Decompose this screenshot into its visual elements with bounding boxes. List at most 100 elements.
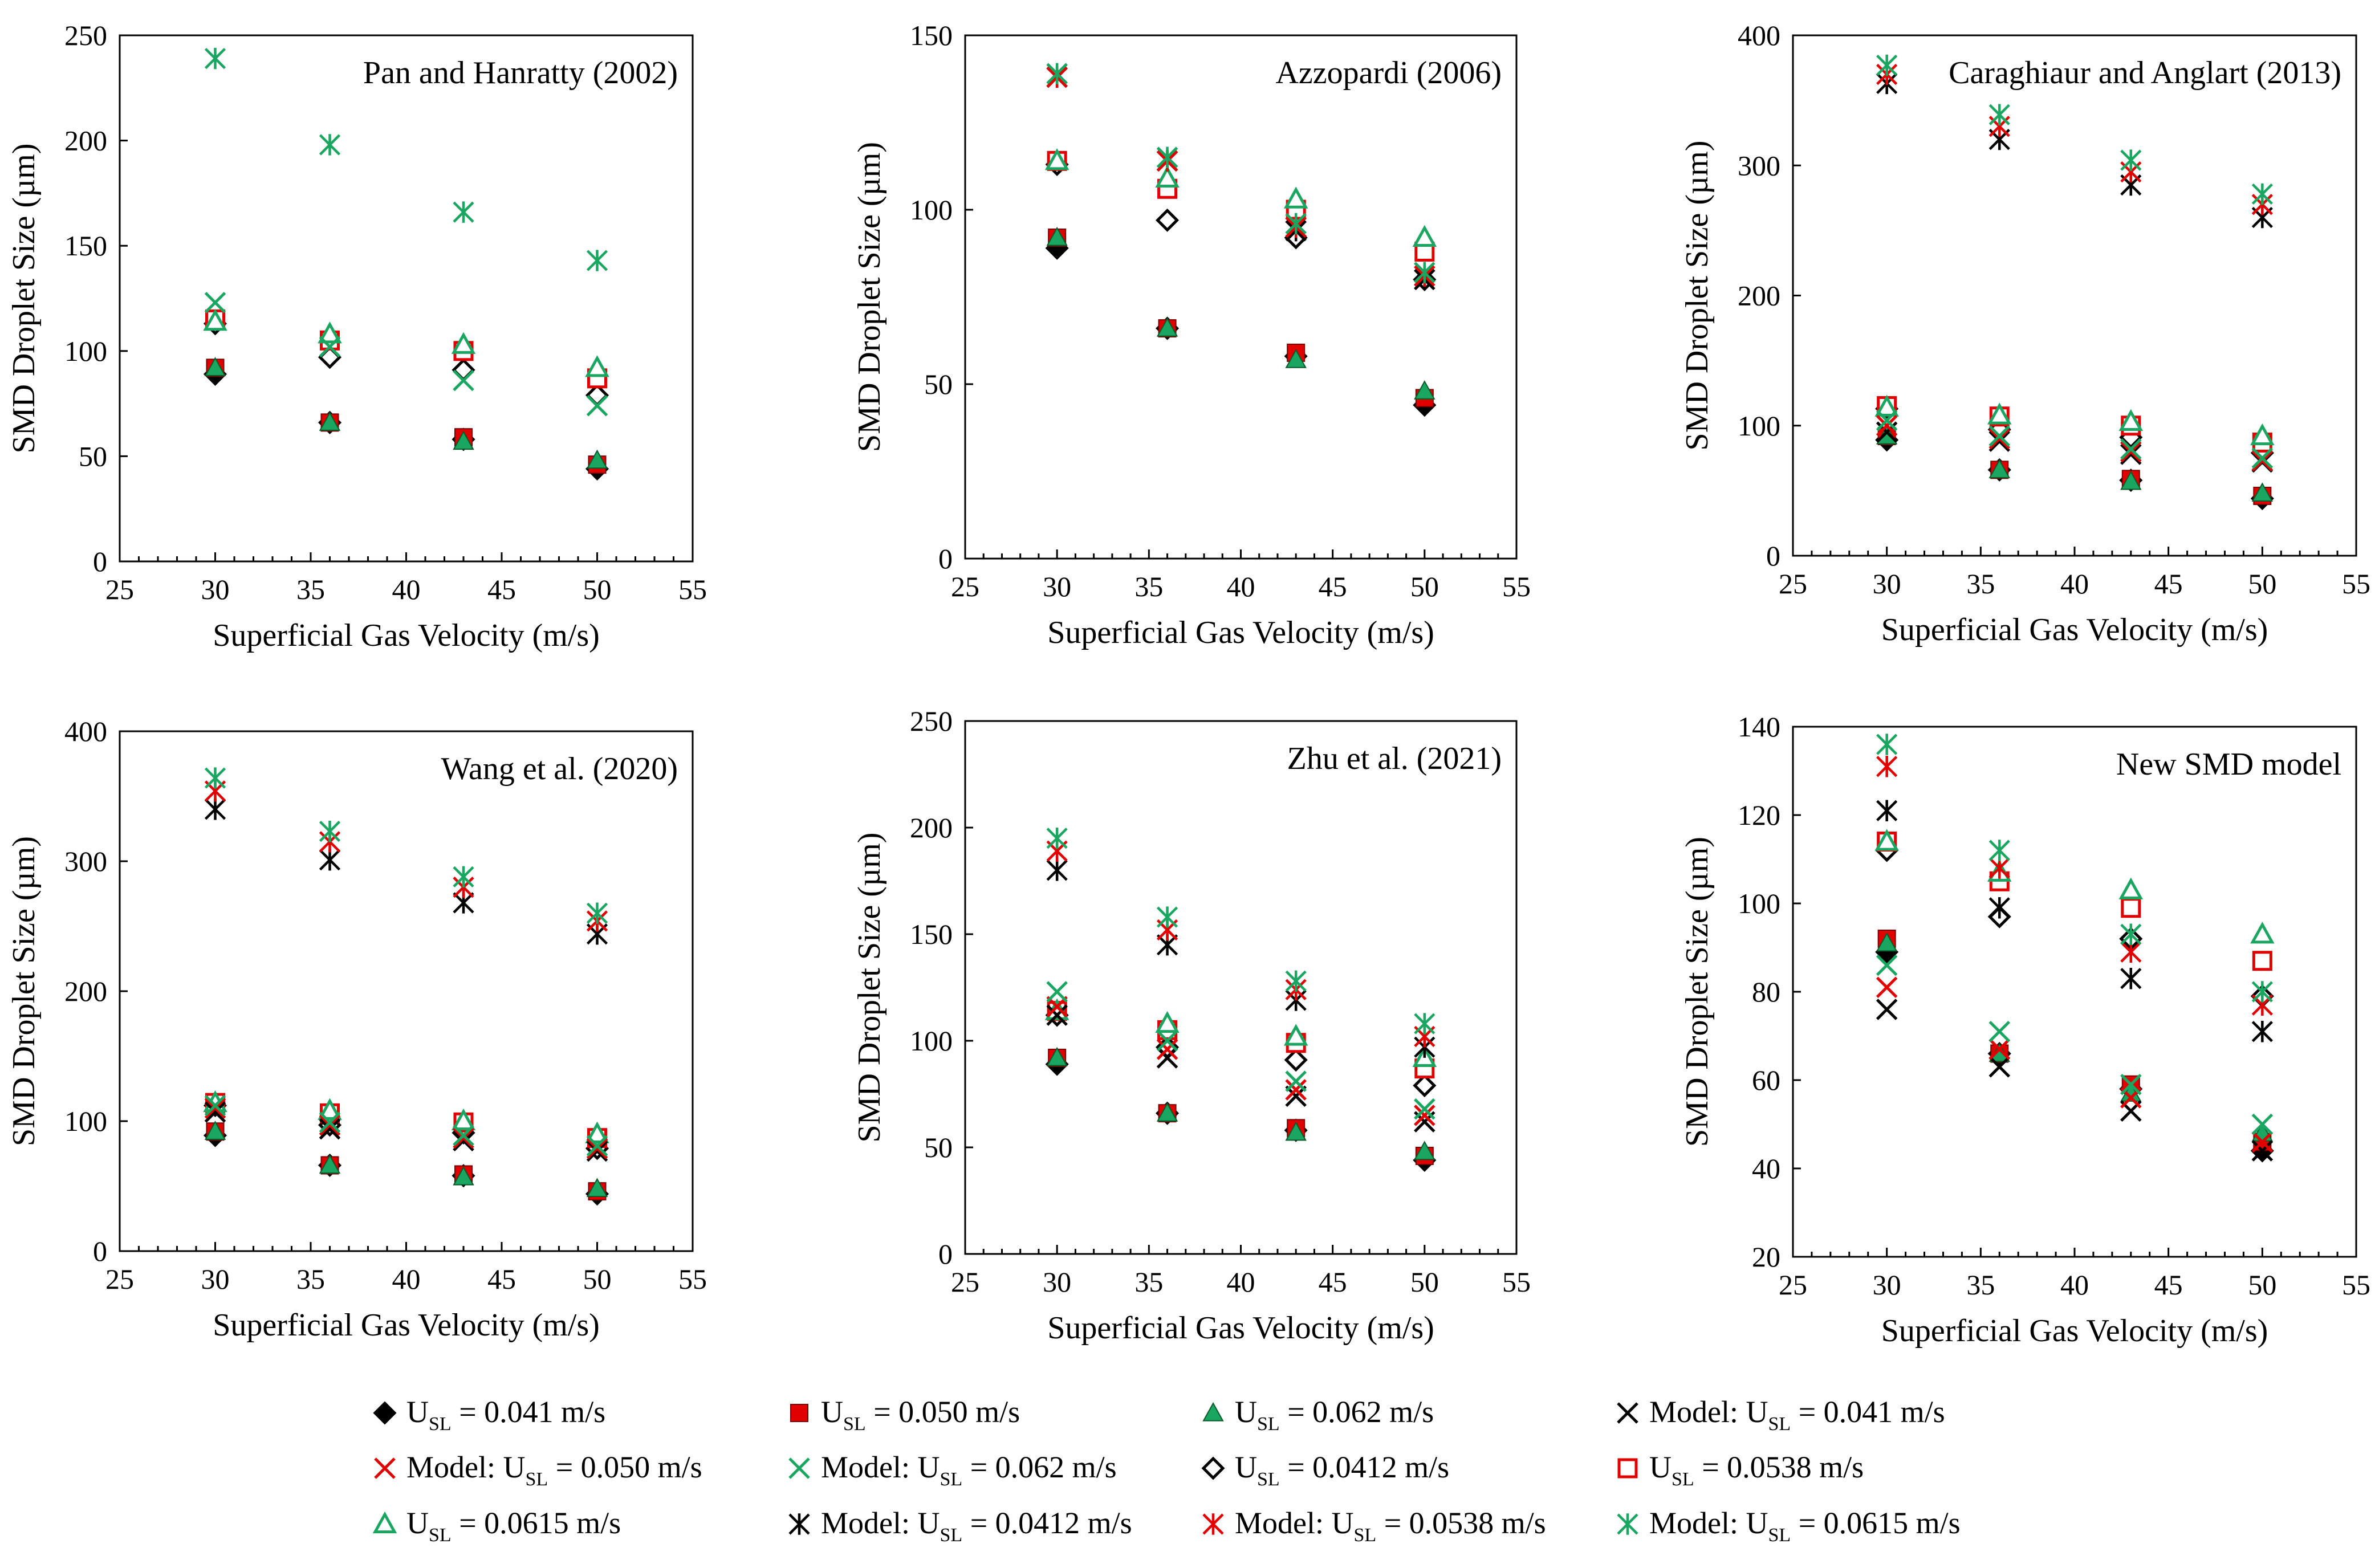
data-point-e0412 bbox=[452, 358, 475, 382]
data-point-m050 bbox=[2251, 1131, 2274, 1153]
data-point-m0615 bbox=[1156, 906, 1178, 928]
data-point-m050 bbox=[1285, 1079, 1307, 1101]
data-point-e062 bbox=[319, 1154, 341, 1174]
y-tick-label: 0 bbox=[938, 1238, 953, 1270]
data-point-m041 bbox=[319, 1118, 341, 1140]
x-tick-label: 25 bbox=[105, 573, 134, 605]
x-tick-label: 50 bbox=[2248, 1269, 2276, 1301]
x-tick-label: 50 bbox=[1410, 1266, 1439, 1298]
plot-frame bbox=[1792, 34, 2357, 557]
data-point-e0412 bbox=[318, 345, 342, 369]
x-tick-label: 40 bbox=[2060, 568, 2089, 600]
data-point-m0615 bbox=[1046, 828, 1068, 849]
data-point-e0615 bbox=[1874, 829, 1899, 851]
data-point-e0538 bbox=[2252, 951, 2272, 971]
data-point-e0615 bbox=[203, 308, 227, 331]
legend-label-subscript: SL bbox=[940, 1469, 963, 1490]
panel-title: Wang et al. (2020) bbox=[441, 751, 678, 787]
x-tick-label: 35 bbox=[296, 1263, 325, 1295]
data-point-m050 bbox=[1988, 427, 2011, 450]
legend-item-m050: Model: USL = 0.050 m/s bbox=[374, 1450, 702, 1490]
y-tick-label: 0 bbox=[938, 543, 953, 575]
data-point-m041 bbox=[1046, 1004, 1068, 1026]
chart-panel-2: 25 30 35 40 45 50 55 0 50 100 150 Superficial Gas V… bbox=[852, 19, 1531, 650]
data-point-e0615 bbox=[2250, 423, 2275, 446]
data-point-m050 bbox=[586, 1138, 608, 1159]
data-point-m062 bbox=[2120, 438, 2142, 460]
y-tick-label: 140 bbox=[1738, 711, 1780, 743]
y-tick-label: 80 bbox=[1752, 976, 1780, 1008]
legend-label-suffix: = 0.0615 m/s bbox=[452, 1506, 621, 1540]
y-tick-label: 40 bbox=[1752, 1152, 1780, 1184]
data-point-e0412 bbox=[1413, 1074, 1437, 1098]
legend-marker-m0412 bbox=[788, 1513, 810, 1535]
x-axis-label: Superficial Gas Velocity (m/s) bbox=[213, 1308, 600, 1343]
panel-title: Zhu et al. (2021) bbox=[1287, 741, 1502, 776]
data-point-m0615 bbox=[1876, 734, 1898, 755]
chart-panel-6: 25 30 35 40 45 50 55 20 40 60 80 100 120 140 Superfici… bbox=[1679, 711, 2370, 1349]
legend-label: USL = 0.0615 m/s bbox=[406, 1506, 621, 1546]
data-point-m0615 bbox=[1414, 1013, 1435, 1035]
data-point-m050 bbox=[2120, 441, 2142, 463]
data-point-e0412 bbox=[1156, 208, 1180, 232]
x-tick-label: 55 bbox=[2342, 1269, 2370, 1301]
x-axis-label: Superficial Gas Velocity (m/s) bbox=[1881, 612, 2268, 647]
x-tick-label: 35 bbox=[296, 573, 325, 605]
x-tick-label: 30 bbox=[1043, 1266, 1071, 1298]
data-point-m0412 bbox=[1046, 860, 1068, 881]
y-tick-label: 250 bbox=[910, 705, 953, 737]
y-tick-label: 400 bbox=[1738, 19, 1780, 51]
legend-marker-e041 bbox=[373, 1401, 397, 1425]
y-tick-label: 20 bbox=[1752, 1241, 1780, 1273]
data-point-m062 bbox=[204, 1094, 226, 1117]
data-point-m0615 bbox=[453, 201, 474, 223]
chart-panel-4: 25 30 35 40 45 50 55 0 100 200 300 400 Superficial G… bbox=[6, 715, 707, 1343]
legend-label-prefix: U bbox=[406, 1506, 429, 1540]
legend-label: Model: USL = 0.050 m/s bbox=[406, 1450, 702, 1490]
panel-title: Pan and Hanratty (2002) bbox=[363, 55, 678, 91]
legend-item-e0412: USL = 0.0412 m/s bbox=[1201, 1450, 1449, 1490]
legend-label: USL = 0.041 m/s bbox=[406, 1395, 605, 1435]
legend-label-suffix: = 0.0412 m/s bbox=[962, 1506, 1132, 1540]
y-tick-label: 60 bbox=[1752, 1064, 1780, 1096]
x-tick-label: 30 bbox=[201, 573, 230, 605]
y-tick-label: 200 bbox=[64, 125, 107, 157]
legend-label-prefix: U bbox=[1649, 1450, 1672, 1484]
x-tick-label: 45 bbox=[1319, 1266, 1347, 1298]
legend-label: Model: USL = 0.062 m/s bbox=[821, 1450, 1117, 1490]
data-point-e062 bbox=[1046, 226, 1068, 246]
legend-marker-e0538 bbox=[1617, 1458, 1638, 1479]
data-point-e0615 bbox=[1155, 1011, 1180, 1033]
y-tick-label: 300 bbox=[1738, 149, 1780, 181]
legend-label-subscript: SL bbox=[526, 1469, 548, 1490]
y-tick-label: 150 bbox=[64, 230, 107, 262]
data-point-m050 bbox=[1156, 1038, 1178, 1060]
data-point-m0412 bbox=[2120, 968, 2142, 989]
x-tick-label: 55 bbox=[1502, 571, 1531, 602]
x-tick-label: 50 bbox=[583, 1263, 612, 1295]
legend-label-prefix: U bbox=[1235, 1395, 1257, 1429]
data-point-e062 bbox=[586, 449, 608, 469]
data-point-m0412 bbox=[1988, 897, 2010, 919]
legend: USL = 0.041 m/s USL = 0.050 m/s USL = 0.06… bbox=[372, 1395, 1961, 1546]
data-point-m062 bbox=[1414, 1098, 1435, 1120]
x-axis-label: Superficial Gas Velocity (m/s) bbox=[1047, 1310, 1434, 1346]
y-tick-label: 300 bbox=[64, 845, 107, 877]
data-point-m0615 bbox=[204, 47, 226, 70]
legend-label: Model: USL = 0.0538 m/s bbox=[1235, 1506, 1546, 1546]
legend-label-subscript: SL bbox=[429, 1414, 452, 1435]
data-point-m050 bbox=[319, 1114, 341, 1136]
chart-panel-3: 25 30 35 40 45 50 55 0 100 200 300 400 Superficial G… bbox=[1679, 19, 2370, 647]
data-point-m062 bbox=[319, 336, 341, 358]
x-tick-label: 25 bbox=[1779, 568, 1807, 600]
x-tick-label: 35 bbox=[1134, 1266, 1163, 1298]
y-tick-label: 0 bbox=[93, 545, 107, 577]
data-point-e0615 bbox=[1283, 186, 1308, 209]
y-tick-label: 100 bbox=[1738, 887, 1780, 919]
legend-label-suffix: = 0.062 m/s bbox=[1280, 1395, 1434, 1429]
y-axis-label: SMD Droplet Size (µm) bbox=[6, 836, 42, 1146]
x-tick-label: 30 bbox=[1873, 568, 1901, 600]
data-point-e0615 bbox=[1412, 225, 1437, 247]
y-tick-label: 100 bbox=[910, 1025, 953, 1057]
